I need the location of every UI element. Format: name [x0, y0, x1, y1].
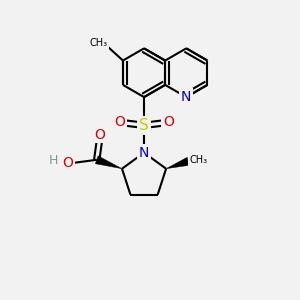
Text: O: O	[114, 116, 125, 129]
Text: O: O	[62, 156, 73, 170]
Text: N: N	[139, 146, 149, 160]
Text: O: O	[94, 128, 105, 142]
Text: N: N	[181, 90, 191, 104]
Polygon shape	[95, 156, 122, 169]
Text: CH₃: CH₃	[190, 155, 208, 165]
Text: H: H	[48, 154, 58, 167]
Polygon shape	[166, 157, 190, 169]
Text: O: O	[163, 116, 174, 129]
Text: S: S	[139, 118, 149, 133]
Text: CH₃: CH₃	[89, 38, 107, 48]
